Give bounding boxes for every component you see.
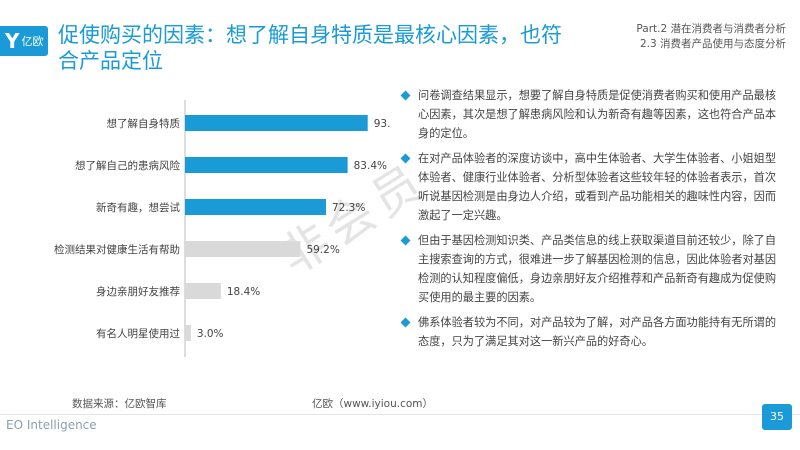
bullet-text: 但由于基因检测知识类、产品类信息的线上获取渠道目前还较少，除了自主搜索查询的方式… bbox=[418, 234, 777, 304]
category-label: 有名人明星使用过 bbox=[96, 327, 180, 340]
bullet-text: 佛系体验者较为不同，对产品较为了解，对产品各方面功能持有无所谓的态度，只为了满足… bbox=[418, 316, 777, 348]
logo-y-mark-icon: Y bbox=[5, 29, 20, 53]
diamond-bullet-icon bbox=[400, 90, 411, 101]
footer-divider bbox=[0, 414, 800, 415]
value-label: 3.0% bbox=[197, 328, 224, 340]
bullet-item: 问卷调查结果显示，想要了解自身特质是促使消费者购买和使用产品最核心因素，其次是想… bbox=[398, 86, 786, 143]
category-label: 想了解自己的患病风险 bbox=[75, 159, 180, 172]
diamond-bullet-icon bbox=[400, 317, 411, 328]
bar bbox=[185, 325, 191, 341]
page-number: 35 bbox=[762, 404, 792, 430]
category-label: 想了解自身特质 bbox=[107, 117, 181, 130]
category-label: 新奇有趣，想尝试 bbox=[96, 201, 180, 214]
footer-brand: EO Intelligence bbox=[6, 418, 97, 432]
value-label: 83.4% bbox=[354, 160, 387, 172]
bar bbox=[185, 199, 326, 215]
page-title: 促使购买的因素：想了解自身特质是最核心因素，也符合产品定位 bbox=[58, 23, 562, 73]
section-label: Part.2 潜在消费者与消费者分析 2.3 消费者产品使用与态度分析 bbox=[636, 22, 786, 52]
bar bbox=[185, 157, 348, 173]
category-label: 检测结果对健康生活有帮助 bbox=[54, 243, 180, 256]
value-label: 93.7% bbox=[374, 118, 390, 130]
bullet-list: 问卷调查结果显示，想要了解自身特质是促使消费者购买和使用产品最核心因素，其次是想… bbox=[398, 86, 786, 357]
value-label: 59.2% bbox=[306, 244, 339, 256]
brand-logo: Y 亿欧 bbox=[0, 26, 48, 56]
purchase-factors-bar-chart: 想了解自身特质 93.7% 想了解自己的患病风险 83.4% 新奇有趣，想尝试 72.3%… bbox=[54, 100, 390, 357]
section-part: Part.2 潜在消费者与消费者分析 bbox=[636, 23, 786, 35]
section-subpart: 2.3 消费者产品使用与态度分析 bbox=[639, 38, 786, 50]
diamond-bullet-icon bbox=[400, 153, 411, 164]
bullet-text: 在对产品体验者的深度访谈中，高中生体验者、大学生体验者、小姐姐型体验者、健康行业… bbox=[418, 152, 777, 222]
bar bbox=[185, 115, 368, 131]
category-label: 身边亲朋好友推荐 bbox=[96, 285, 180, 298]
diamond-bullet-icon bbox=[400, 235, 411, 246]
data-source: 数据来源：亿欧智库 bbox=[72, 398, 167, 410]
bar bbox=[185, 283, 221, 299]
value-label: 72.3% bbox=[332, 202, 365, 214]
bullet-item: 但由于基因检测知识类、产品类信息的线上获取渠道目前还较少，除了自主搜索查询的方式… bbox=[398, 231, 786, 307]
bar bbox=[185, 241, 301, 257]
logo-text: 亿欧 bbox=[21, 35, 44, 48]
bullet-item: 佛系体验者较为不同，对产品较为了解，对产品各方面功能持有无所谓的态度，只为了满足… bbox=[398, 313, 786, 351]
value-label: 18.4% bbox=[227, 286, 260, 298]
bullet-text: 问卷调查结果显示，想要了解自身特质是促使消费者购买和使用产品最核心因素，其次是想… bbox=[418, 89, 777, 140]
bullet-item: 在对产品体验者的深度访谈中，高中生体验者、大学生体验者、小姐姐型体验者、健康行业… bbox=[398, 149, 786, 225]
site-credit: 亿欧（www.iyiou.com） bbox=[312, 398, 434, 410]
